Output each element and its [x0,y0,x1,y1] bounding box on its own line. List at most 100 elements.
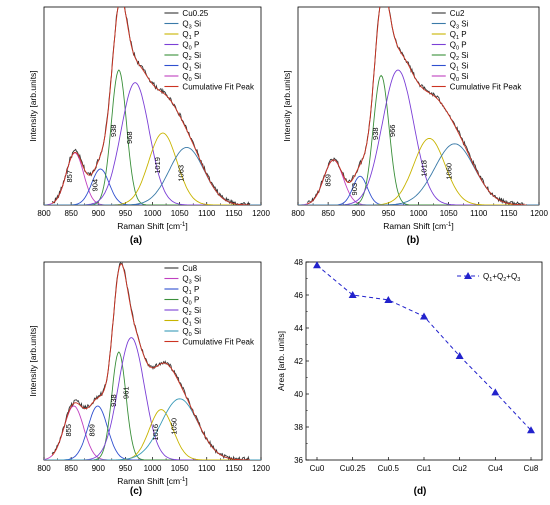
legend-entry: Q3 Si [450,20,469,31]
legend-entry: Cu0.25 [182,9,208,18]
peak-label: 968 [125,131,134,144]
legend-entry: Q2 Si [182,306,201,317]
y-tick-label: 42 [294,357,303,366]
x-tick-label: 1000 [144,464,162,473]
plot-frame [306,262,542,460]
peak-label: 938 [371,127,380,140]
legend-entry: Q1 P [182,30,199,41]
fit-peak-968 [44,83,261,205]
x-tick-label: Cu0.25 [340,464,366,473]
x-tick-label: 1000 [410,209,428,218]
x-tick-label: 850 [64,209,78,218]
legend-entry: Q0 P [182,296,199,307]
measured-spectrum [52,0,250,205]
x-tick-label: 900 [92,464,106,473]
fit-peak-1063 [44,147,261,205]
legend-entry: Q3 Si [182,275,201,286]
x-tick-label: 800 [37,209,51,218]
x-tick-label: Cu0.5 [378,464,400,473]
data-point-Cu1 [420,312,428,319]
peak-label: 961 [121,386,130,399]
peak-label: 1016 [151,424,160,441]
y-tick-label: 40 [294,390,303,399]
legend-entry: Q3 Si [182,20,201,31]
legend-entry: Cumulative Fit Peak [450,83,523,92]
plot-frame [44,7,261,205]
series-line [317,265,531,430]
legend-entry: Q1 P [450,30,467,41]
peak-label: 855 [64,424,73,437]
area-panel: 36384042444648Cu0 Cu0.25 Cu0.5 Cu1 Cu2 Cu4 Cu8… [276,258,542,497]
peak-label: 859 [324,174,333,187]
legend-entry: Q0 Si [450,72,469,83]
legend-entry: Q2 Si [182,51,201,62]
subplot-caption: (c) [130,486,142,497]
x-tick-label: Cu2 [452,464,467,473]
x-axis-label: Raman Shift [cm-1] [117,221,188,231]
x-tick-label: 950 [119,464,133,473]
x-tick-label: 1150 [500,209,518,218]
x-tick-label: Cu4 [488,464,503,473]
x-tick-label: 850 [321,209,335,218]
y-tick-label: 44 [294,324,303,333]
subplot-caption: (d) [414,486,427,497]
x-tick-label: 1200 [252,464,270,473]
fit-peak-961 [44,338,261,460]
x-tick-label: 1050 [440,209,458,218]
cumulative-fit-line [52,0,250,205]
x-tick-label: Cu8 [524,464,539,473]
raman-panel-1: 800 850 900 950 1000 1050 1100 1150 1200Raman Sh… [282,0,548,246]
peak-label: 1050 [170,418,179,435]
fit-peak-938 [298,75,539,205]
y-axis-label: Intensity [arb.units] [28,325,38,396]
legend-entry: Cu2 [450,9,465,18]
peak-label: 938 [109,394,118,407]
y-tick-label: 48 [294,258,303,267]
x-tick-label: Cu0 [310,464,325,473]
subplot-caption: (a) [130,235,142,246]
subplot-caption: (b) [407,235,420,246]
legend-entry: Cumulative Fit Peak [182,338,255,347]
peak-label: 857 [65,170,74,183]
x-tick-label: 800 [291,209,305,218]
y-tick-label: 36 [294,456,303,465]
legend-entry: Q2 Si [450,51,469,62]
peak-label: 1019 [153,157,162,174]
legend-entry: Q0 P [182,41,199,52]
legend-entry: Q1 Si [182,62,201,73]
legend-entry: Q0 Si [182,72,201,83]
x-tick-label: 1200 [252,209,270,218]
x-tick-label: 1200 [530,209,548,218]
peak-label: 1063 [177,165,186,182]
x-tick-label: 1100 [470,209,488,218]
legend-entry: Q0 Si [182,327,201,338]
legend-entry: Q1 Si [450,62,469,73]
legend-entry: Q1 Si [182,317,201,328]
y-axis-label: Intensity [arb.units] [282,70,292,141]
y-tick-label: 38 [294,423,303,432]
peak-label: 904 [90,179,99,192]
peak-label: 938 [109,125,118,138]
cumulative-fit-line [307,0,526,205]
x-tick-label: 1050 [171,209,189,218]
y-tick-label: 46 [294,291,303,300]
measured-spectrum [307,0,527,205]
x-tick-label: 1100 [198,209,216,218]
x-tick-label: 1150 [225,209,243,218]
x-tick-label: 800 [37,464,51,473]
peak-label: 966 [388,125,397,138]
legend-entry: Q0 P [450,41,467,52]
legend-entry: Q1+Q2+Q3 [483,272,520,283]
x-tick-label: 850 [64,464,78,473]
y-axis-label: Area [arb. units] [276,331,286,391]
peak-label: 1060 [445,163,454,180]
peak-label: 899 [88,424,97,437]
x-tick-label: 1150 [225,464,243,473]
x-tick-label: 1050 [171,464,189,473]
legend-entry: Cumulative Fit Peak [182,83,255,92]
peak-label: 903 [350,183,359,196]
x-tick-label: 950 [119,209,133,218]
raman-panel-2: 800 850 900 950 1000 1050 1100 1150 1200 Raman Sh… [28,262,270,497]
data-point-Cu4 [491,388,499,395]
